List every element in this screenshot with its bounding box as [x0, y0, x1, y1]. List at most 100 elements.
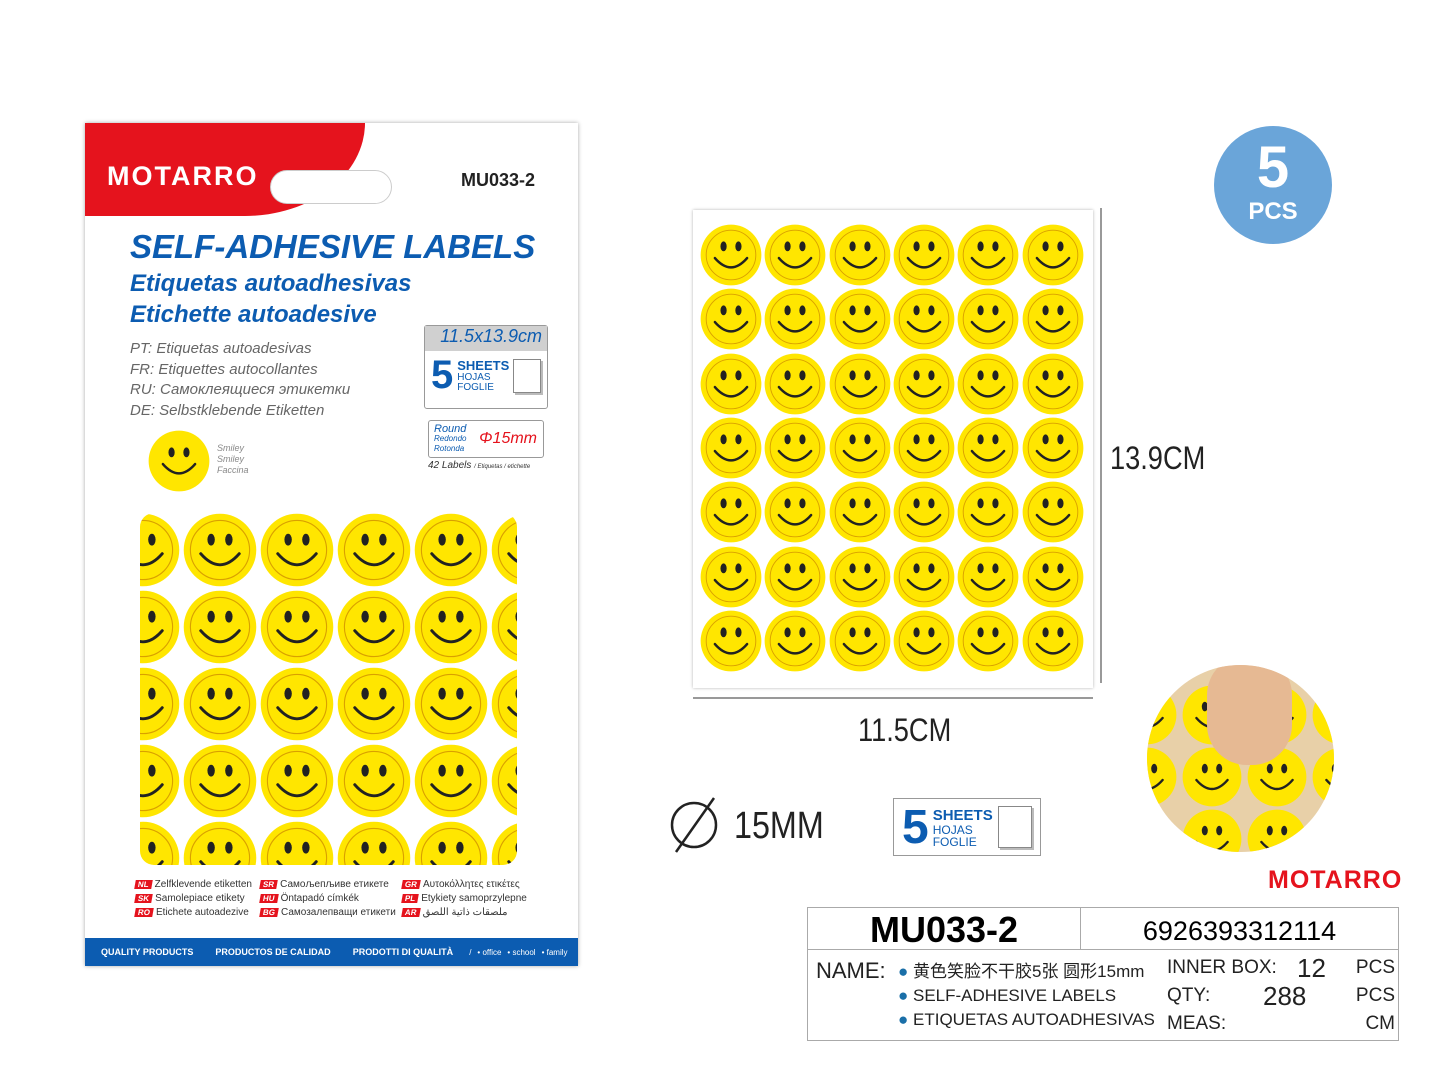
badge-unit: PCS: [1248, 198, 1298, 225]
name-text: ETIQUETAS AUTOADHESIVAS: [913, 1010, 1155, 1029]
language-code: SR: [259, 880, 278, 889]
language-text: Zelfklevende etiketten: [154, 879, 252, 890]
language-code: AR: [401, 908, 421, 917]
sheets-box: 5 SHEETS HOJAS FOGLIE: [893, 798, 1041, 856]
smiley-sticker: [1022, 481, 1083, 543]
smiley-sticker: [893, 546, 955, 607]
smiley-sticker: [764, 481, 826, 543]
language-text: Etykiety samoprzylepne: [421, 893, 527, 904]
smiley-sticker: [700, 417, 762, 479]
diameter: Φ15mm: [479, 430, 537, 447]
finger: [1207, 665, 1292, 765]
hang-hole: [270, 170, 392, 204]
smiley-sticker: [700, 481, 762, 543]
footer-band: QUALITY PRODUCTS PRODUCTOS DE CALIDAD PR…: [85, 938, 578, 966]
smiley-sticker: [957, 546, 1019, 607]
footer-text: PRODOTTI DI QUALITÀ: [352, 947, 454, 957]
lang-pt: PT: Etiquetas autoadesivas: [130, 340, 312, 357]
smiley-sticker: [893, 288, 955, 350]
smiley-sticker: [700, 224, 762, 286]
language-item: PL Etykiety samoprzylepne: [401, 893, 542, 904]
labels-count: 42 Labels: [428, 460, 472, 471]
spec-table: MU033-2 6926393312114 NAME: ● 黄色笑脸不干胶5张 …: [807, 907, 1399, 1041]
language-code: GR: [401, 880, 421, 889]
smiley-sticker: [140, 590, 180, 664]
smiley-sticker: [829, 288, 890, 350]
title-it: Etichette autoadesive: [130, 301, 377, 328]
smiley-sticker: [957, 481, 1019, 543]
smiley-sticker: [183, 821, 257, 865]
smiley-sticker: [260, 590, 334, 664]
smiley-sticker: [764, 288, 826, 350]
design-names: Smiley Smiley Faccina: [217, 443, 249, 476]
smiley-sticker: [957, 610, 1019, 672]
smiley-sticker: [414, 821, 488, 865]
sheets-count: 5: [431, 353, 454, 397]
design-name: Faccina: [217, 465, 249, 475]
sheets-label: SHEETS: [457, 358, 510, 373]
smiley-sticker: [183, 744, 257, 818]
smiley-sticker: [260, 513, 334, 587]
smiley-sticker: [957, 288, 1019, 350]
smiley-sticker: [260, 667, 334, 741]
smiley-sticker: [893, 224, 955, 286]
inner-box-value: 12: [1297, 953, 1326, 983]
smiley-icon: [148, 430, 210, 492]
sheets-label: HOJAS: [457, 372, 491, 383]
smiley-sticker: [957, 224, 1019, 286]
smiley-sticker: [140, 744, 180, 818]
qty-unit: PCS: [1355, 985, 1395, 1006]
shape-label: Redondo: [434, 434, 467, 443]
sheets-label: SHEETS: [932, 806, 993, 824]
smiley-sticker: [414, 744, 488, 818]
smiley-sticker: [337, 821, 411, 865]
footer-tag: • school: [507, 947, 536, 957]
language-text: Самољепљиве етикете: [280, 879, 389, 890]
smiley-sticker: [893, 481, 955, 543]
smiley-sticker: [337, 513, 411, 587]
smiley-sticker: [491, 515, 517, 585]
language-code: RO: [134, 908, 154, 917]
brand-logo: MOTARRO: [107, 161, 259, 191]
smiley-sticker: [1022, 288, 1083, 350]
smiley-sticker: [1022, 610, 1083, 672]
smiley-sticker: [829, 224, 890, 286]
shape-box: Round Redondo Rotonda Φ15mm: [428, 420, 544, 458]
meas-unit: CM: [1365, 1013, 1395, 1034]
qty-label: QTY:: [1167, 985, 1211, 1006]
smiley-sticker: [893, 353, 955, 414]
peel-photo: [1147, 665, 1334, 852]
name-item: ● SELF-ADHESIVE LABELS: [898, 986, 1117, 1005]
diameter-label: 15MM: [734, 805, 824, 847]
smiley-sticker: [140, 667, 180, 741]
height-label: 13.9CM: [1110, 440, 1206, 476]
sheets-label: FOGLIE: [457, 382, 494, 393]
smiley-sticker: [829, 610, 890, 672]
smiley-sticker: [1312, 748, 1334, 806]
language-item: SR Самољепљиве етикете: [259, 879, 402, 890]
size-box: 11.5x13.9cm 5 SHEETS HOJAS FOGLIE: [424, 325, 548, 409]
smiley-sticker: [491, 823, 517, 865]
qty-value: 288: [1263, 981, 1307, 1011]
language-item: HU Öntapadó címkék: [259, 893, 402, 904]
smiley-sticker: [1247, 809, 1307, 852]
name-label: NAME:: [816, 958, 886, 983]
pcs-badge: 5 PCS: [1214, 126, 1332, 244]
smiley-sticker: [1147, 747, 1177, 807]
product-package: MOTARRO MU033-2 SELF-ADHESIVE LABELS Eti…: [85, 123, 578, 966]
smiley-sticker: [893, 610, 955, 672]
title-en: SELF-ADHESIVE LABELS: [130, 228, 536, 265]
footer-tag: • family: [541, 947, 568, 957]
smiley-sticker: [337, 590, 411, 664]
name-item: ● 黄色笑脸不干胶5张 圆形15mm: [898, 962, 1145, 981]
language-code: SK: [134, 894, 153, 903]
width-label: 11.5CM: [858, 712, 952, 748]
smiley-sticker: [957, 417, 1019, 479]
smiley-sticker: [491, 746, 517, 816]
smiley-sticker: [957, 353, 1019, 414]
diameter-icon: [670, 797, 718, 853]
language-text: Αυτοκόλλητες ετικέτες: [423, 879, 520, 890]
smiley-sticker: [1022, 417, 1083, 479]
smiley-sticker: [414, 513, 488, 587]
smiley-sticker: [1022, 224, 1083, 286]
